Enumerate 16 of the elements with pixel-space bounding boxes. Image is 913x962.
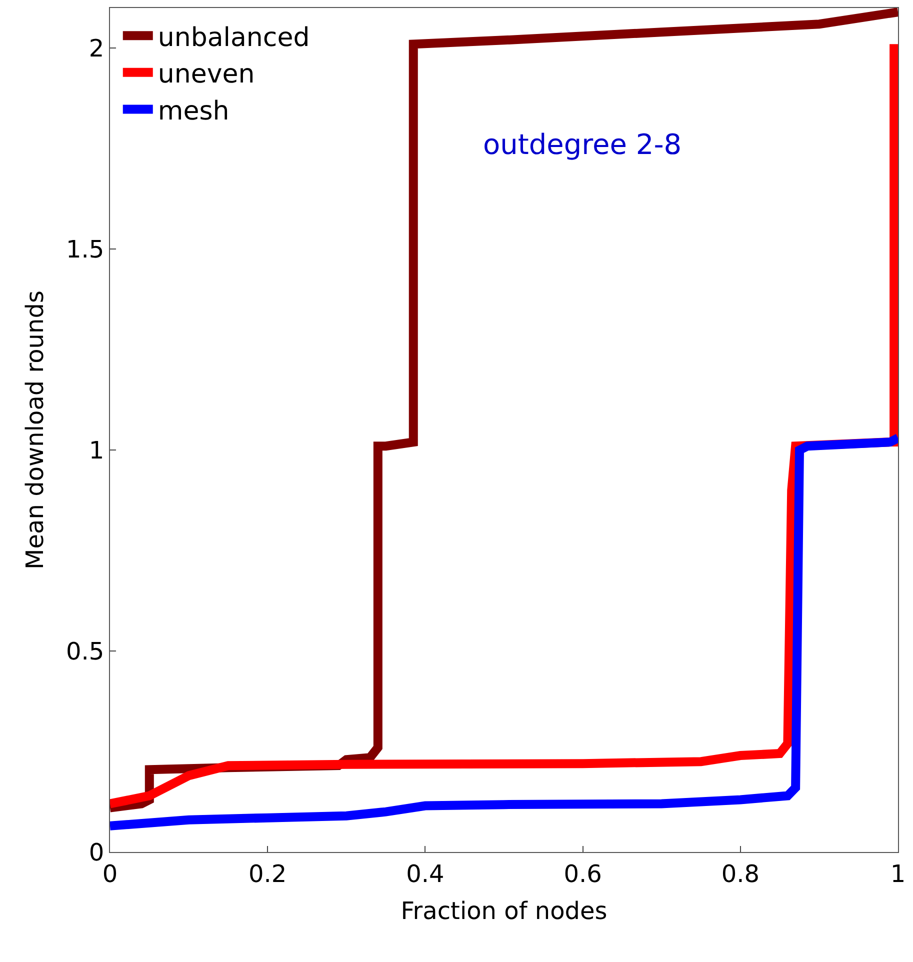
y-axis-title: Mean download rounds [21, 290, 50, 570]
y-tick-label: 0 [88, 838, 104, 866]
x-axis-title: Fraction of nodes [400, 897, 608, 926]
annotation: outdegree 2-8 [483, 128, 682, 161]
y-tick-label: 1 [88, 436, 104, 464]
legend-label: uneven [158, 60, 255, 90]
x-tick-label: 1 [890, 860, 906, 888]
y-tick-label: 0.5 [66, 637, 104, 666]
legend-label: mesh [158, 96, 230, 126]
x-tick-label: 0.8 [721, 860, 760, 888]
y-tick-label: 1.5 [66, 236, 104, 264]
x-tick-label: 0.6 [564, 860, 602, 888]
y-tick-label: 2 [88, 34, 104, 63]
legend-label: unbalanced [158, 22, 310, 53]
x-tick-label: 0.4 [406, 860, 444, 888]
x-tick-label: 0.2 [248, 860, 287, 888]
